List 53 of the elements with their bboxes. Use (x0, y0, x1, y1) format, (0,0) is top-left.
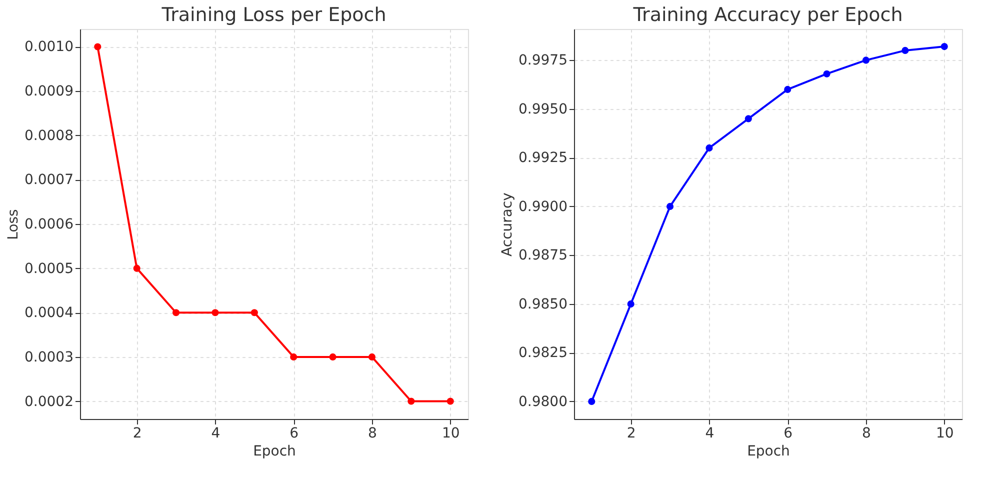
point (290, 353, 298, 360)
point (250, 309, 258, 316)
y-tick-label: 0.9900 (518, 198, 568, 215)
x-tick-label: 4 (211, 426, 220, 442)
x-tick-label: 8 (368, 426, 377, 442)
y-tick-label: 0.9950 (518, 101, 568, 118)
x-tick-label: 6 (290, 426, 299, 442)
point (94, 43, 102, 50)
point (706, 144, 713, 152)
y-tick-label: 0.0005 (24, 260, 74, 277)
x-axis-title: Epoch (253, 444, 296, 460)
y-tick-label: 0.0008 (24, 128, 74, 144)
point (172, 309, 180, 316)
y-tick-label: 0.9800 (518, 394, 568, 410)
y-axis-title: Loss (6, 209, 22, 240)
y-tick-label: 0.0007 (24, 172, 74, 188)
x-tick-label: 10 (442, 426, 460, 442)
point (133, 264, 140, 272)
y-tick-label: 0.0009 (24, 84, 74, 100)
point (862, 56, 870, 64)
x-tick-label: 2 (132, 426, 142, 442)
y-tick-label: 0.0003 (24, 349, 74, 366)
y-tick-label: 0.0006 (24, 216, 74, 232)
point (408, 398, 415, 405)
point (823, 70, 830, 78)
point (902, 46, 909, 54)
y-tick-label: 0.9925 (518, 150, 568, 166)
point (212, 309, 219, 316)
point (744, 115, 752, 122)
y-tick-label: 0.9825 (518, 345, 568, 362)
y-tick-label: 0.9875 (518, 248, 568, 264)
point (627, 300, 634, 308)
x-tick-label: 10 (936, 426, 954, 442)
point (446, 398, 454, 405)
y-tick-label: 0.9850 (518, 296, 568, 312)
chart-title: Training Loss per Epoch (160, 4, 386, 26)
x-tick-label: 4 (705, 426, 714, 442)
chart-title: Training Accuracy per Epoch (632, 4, 903, 26)
point (588, 398, 596, 405)
x-axis-title: Epoch (747, 444, 790, 460)
x-tick-label: 8 (862, 426, 871, 442)
point (666, 202, 674, 210)
y-tick-label: 0.9975 (518, 52, 568, 69)
point (940, 43, 948, 50)
y-tick-label: 0.0004 (24, 305, 74, 322)
y-tick-label: 0.0010 (24, 39, 74, 56)
x-tick-label: 6 (784, 426, 793, 442)
y-tick-label: 0.0002 (24, 394, 74, 410)
point (368, 353, 376, 360)
y-axis-title: Accuracy (500, 192, 516, 256)
x-tick-label: 2 (626, 426, 636, 442)
point (784, 86, 792, 93)
point (329, 353, 336, 360)
